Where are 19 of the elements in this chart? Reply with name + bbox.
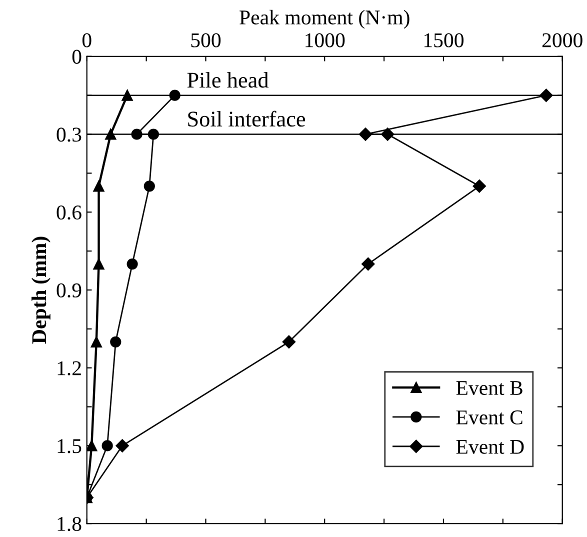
ref-line-label: Soil interface: [188, 110, 306, 127]
x-tick-label: 2000: [542, 33, 582, 48]
y-axis-title: Depth (mm): [32, 236, 50, 344]
ref-line-label: Pile head: [187, 72, 269, 88]
y-tick-label: 0.3: [56, 128, 82, 142]
y-tick-label: 0: [72, 50, 82, 64]
x-tick-label: 0: [82, 33, 92, 48]
x-tick-label: 1500: [424, 33, 464, 48]
y-tick-label: 0.6: [56, 205, 82, 220]
x-tick-label: 1000: [306, 33, 345, 48]
legend-label: Event D: [456, 440, 524, 454]
y-tick-label: 0.9: [56, 283, 82, 298]
y-tick-label: 1.8: [58, 516, 82, 532]
legend-label: Event C: [456, 410, 522, 424]
x-tick-label: 500: [191, 33, 221, 48]
y-tick-label: 1.2: [58, 361, 81, 376]
x-axis-title: Peak moment (N·m): [240, 10, 410, 29]
y-tick-label: 1.5: [58, 439, 82, 454]
legend-label: Event B: [456, 381, 522, 395]
